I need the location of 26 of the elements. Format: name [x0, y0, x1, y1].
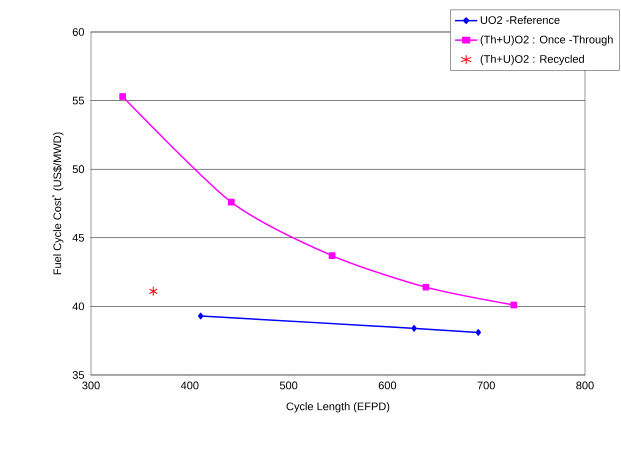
y-tick-label: 40 — [72, 302, 84, 310]
y-tick-label: 45 — [72, 234, 84, 242]
x-tick-label: 400 — [180, 382, 199, 390]
x-tick-label: 600 — [378, 382, 396, 390]
x-tick-label: 500 — [280, 382, 298, 390]
point — [148, 286, 158, 296]
point — [476, 329, 481, 336]
point — [510, 302, 518, 308]
x-tick-label: 700 — [478, 382, 495, 390]
y-tick-label: 55 — [72, 96, 84, 104]
y-tick-label: 35 — [72, 371, 84, 379]
point — [228, 198, 235, 206]
legend-label: UO2 -Reference — [480, 16, 560, 24]
legend-label: (Th+U)O2 : Recycled — [480, 54, 584, 66]
x-tick-label: 300 — [82, 382, 100, 390]
y-axis-title: Fuel Cycle Cost$^{*}$ (US$/MWD) — [52, 132, 64, 274]
x-tick-label: 800 — [576, 382, 594, 390]
point — [328, 252, 336, 259]
point — [119, 93, 126, 100]
x-axis-title: Cycle Length (EFPD) — [286, 402, 390, 412]
point — [198, 312, 204, 320]
legend-label: (Th+U)O2 : Once -Through — [480, 35, 613, 46]
point — [411, 324, 417, 332]
point — [422, 284, 430, 291]
y-tick-label: 60 — [72, 28, 84, 36]
y-tick-label: 50 — [72, 165, 84, 174]
